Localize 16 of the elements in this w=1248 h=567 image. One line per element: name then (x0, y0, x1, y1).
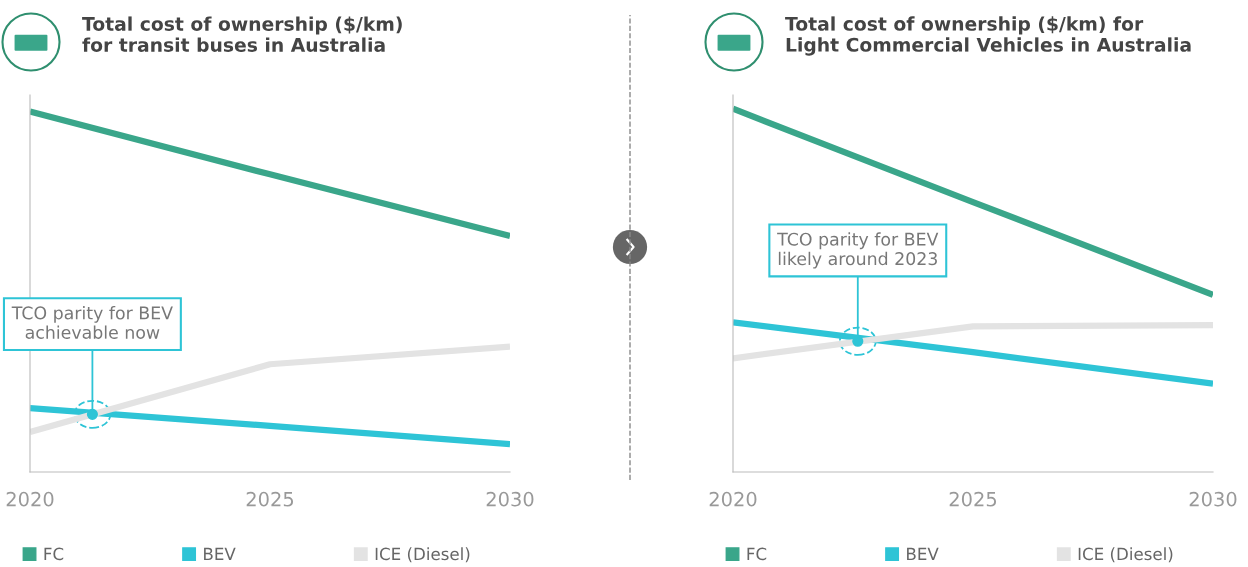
legend-label: BEV (204, 547, 236, 560)
x-tick-label: 2020 (709, 491, 757, 507)
annotation: TCO parity for BEV likely around 2023 (777, 232, 939, 269)
legend-label: BEV (907, 547, 939, 560)
legend-label: FC (747, 547, 767, 561)
x-tick-label: 2030 (486, 491, 534, 507)
x-tick-label: 2030 (1189, 491, 1237, 507)
chart-title: Total cost of ownership ($/km) for transit buses in Australia (82, 16, 402, 52)
chart-title: Total cost of ownership ($/km) for Light Commercial Vehicles in Australia (785, 16, 1191, 56)
annotation: TCO parity for BEV achievable now (11, 306, 173, 339)
legend-label: FC (44, 547, 64, 561)
x-tick-label: 2025 (949, 491, 997, 507)
x-tick-label: 2020 (6, 491, 54, 507)
legend-label: ICE (Diesel) (375, 547, 470, 563)
x-tick-label: 2025 (246, 491, 294, 507)
legend-label: ICE (Diesel) (1078, 547, 1173, 563)
